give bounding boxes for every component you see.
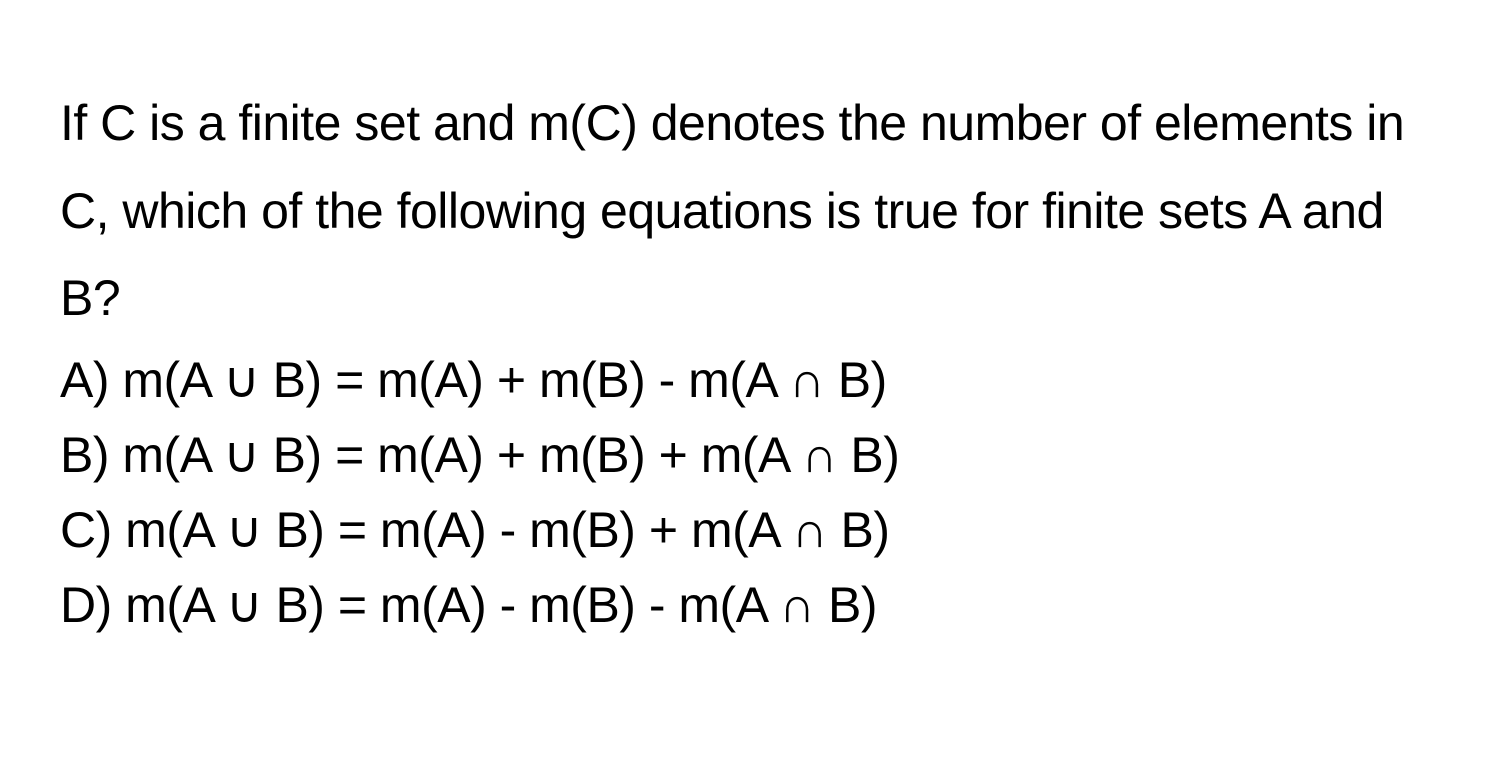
- option-equation: m(A ∪ B) = m(A) + m(B) - m(A ∩ B): [122, 352, 886, 408]
- option-b: B) m(A ∪ B) = m(A) + m(B) + m(A ∩ B): [60, 418, 1440, 493]
- option-equation: m(A ∪ B) = m(A) - m(B) - m(A ∩ B): [125, 577, 877, 633]
- option-label: D): [60, 577, 112, 633]
- option-label: C): [60, 502, 112, 558]
- option-d: D) m(A ∪ B) = m(A) - m(B) - m(A ∩ B): [60, 568, 1440, 643]
- question-text: If C is a finite set and m(C) denotes th…: [60, 80, 1440, 343]
- option-c: C) m(A ∪ B) = m(A) - m(B) + m(A ∩ B): [60, 493, 1440, 568]
- option-label: B): [60, 427, 109, 483]
- option-equation: m(A ∪ B) = m(A) - m(B) + m(A ∩ B): [125, 502, 889, 558]
- option-a: A) m(A ∪ B) = m(A) + m(B) - m(A ∩ B): [60, 343, 1440, 418]
- option-equation: m(A ∪ B) = m(A) + m(B) + m(A ∩ B): [122, 427, 899, 483]
- option-label: A): [60, 352, 109, 408]
- options-container: A) m(A ∪ B) = m(A) + m(B) - m(A ∩ B) B) …: [60, 343, 1440, 643]
